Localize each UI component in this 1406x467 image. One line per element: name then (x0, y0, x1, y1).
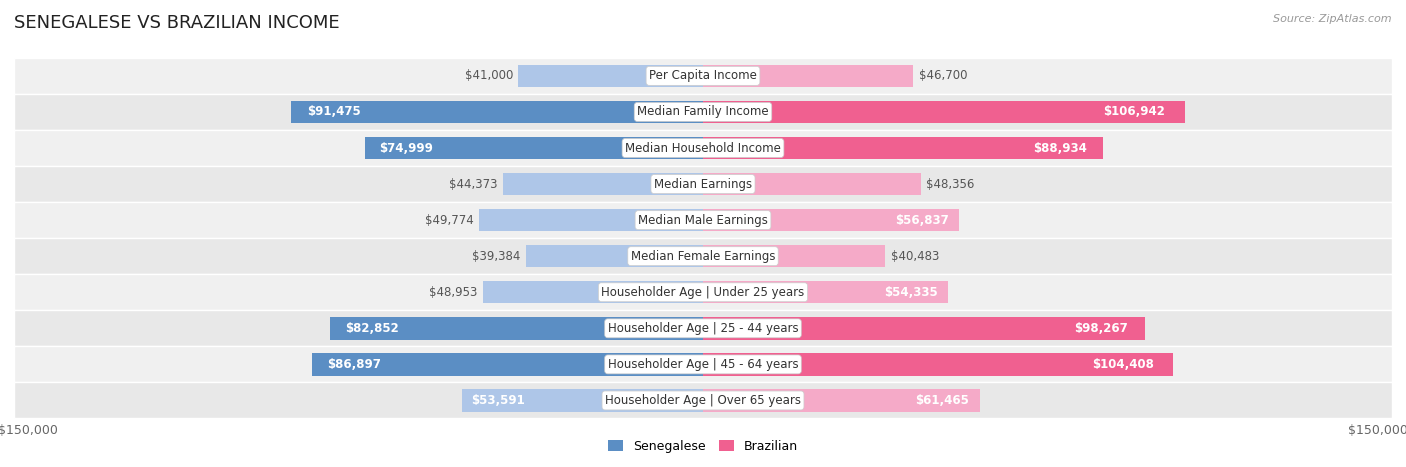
Text: Median Family Income: Median Family Income (637, 106, 769, 119)
Text: $48,356: $48,356 (927, 177, 974, 191)
Text: $74,999: $74,999 (378, 142, 433, 155)
Bar (461, 389, 703, 411)
Text: SENEGALESE VS BRAZILIAN INCOME: SENEGALESE VS BRAZILIAN INCOME (14, 14, 340, 32)
Text: $44,373: $44,373 (450, 177, 498, 191)
Bar (703, 173, 921, 195)
Text: $82,852: $82,852 (344, 322, 398, 335)
Text: $98,267: $98,267 (1074, 322, 1128, 335)
Text: $39,384: $39,384 (472, 250, 520, 263)
Bar (14, 382, 1392, 418)
Bar (703, 353, 1173, 375)
Bar (703, 65, 914, 87)
Bar (14, 94, 1392, 130)
Text: $54,335: $54,335 (884, 286, 938, 299)
Bar (526, 245, 703, 268)
Text: $86,897: $86,897 (328, 358, 381, 371)
Text: $49,774: $49,774 (425, 213, 474, 226)
Bar (366, 137, 703, 159)
Text: $46,700: $46,700 (918, 70, 967, 82)
Bar (703, 281, 948, 304)
Text: Householder Age | Over 65 years: Householder Age | Over 65 years (605, 394, 801, 407)
Text: Per Capita Income: Per Capita Income (650, 70, 756, 82)
Text: Householder Age | 25 - 44 years: Householder Age | 25 - 44 years (607, 322, 799, 335)
Text: $41,000: $41,000 (464, 70, 513, 82)
Bar (14, 347, 1392, 382)
Text: Median Male Earnings: Median Male Earnings (638, 213, 768, 226)
Text: $91,475: $91,475 (308, 106, 361, 119)
Bar (14, 166, 1392, 202)
Legend: Senegalese, Brazilian: Senegalese, Brazilian (603, 435, 803, 458)
Text: $88,934: $88,934 (1033, 142, 1087, 155)
Text: Householder Age | 45 - 64 years: Householder Age | 45 - 64 years (607, 358, 799, 371)
Bar (14, 310, 1392, 347)
Bar (703, 137, 1104, 159)
Text: Median Household Income: Median Household Income (626, 142, 780, 155)
Text: Householder Age | Under 25 years: Householder Age | Under 25 years (602, 286, 804, 299)
Bar (14, 58, 1392, 94)
Bar (312, 353, 703, 375)
Bar (330, 317, 703, 340)
Text: $104,408: $104,408 (1092, 358, 1154, 371)
Text: $106,942: $106,942 (1104, 106, 1166, 119)
Text: $56,837: $56,837 (896, 213, 949, 226)
Bar (291, 101, 703, 123)
Bar (519, 65, 703, 87)
Bar (703, 389, 980, 411)
Bar (14, 202, 1392, 238)
Bar (503, 173, 703, 195)
Bar (14, 130, 1392, 166)
Bar (482, 281, 703, 304)
Text: Median Earnings: Median Earnings (654, 177, 752, 191)
Bar (703, 101, 1184, 123)
Text: Median Female Earnings: Median Female Earnings (631, 250, 775, 263)
Bar (14, 238, 1392, 274)
Bar (703, 245, 886, 268)
Text: $61,465: $61,465 (915, 394, 969, 407)
Text: $53,591: $53,591 (471, 394, 524, 407)
Text: $40,483: $40,483 (890, 250, 939, 263)
Bar (703, 317, 1146, 340)
Bar (479, 209, 703, 231)
Bar (14, 274, 1392, 310)
Text: $48,953: $48,953 (429, 286, 477, 299)
Text: Source: ZipAtlas.com: Source: ZipAtlas.com (1274, 14, 1392, 24)
Bar (703, 209, 959, 231)
